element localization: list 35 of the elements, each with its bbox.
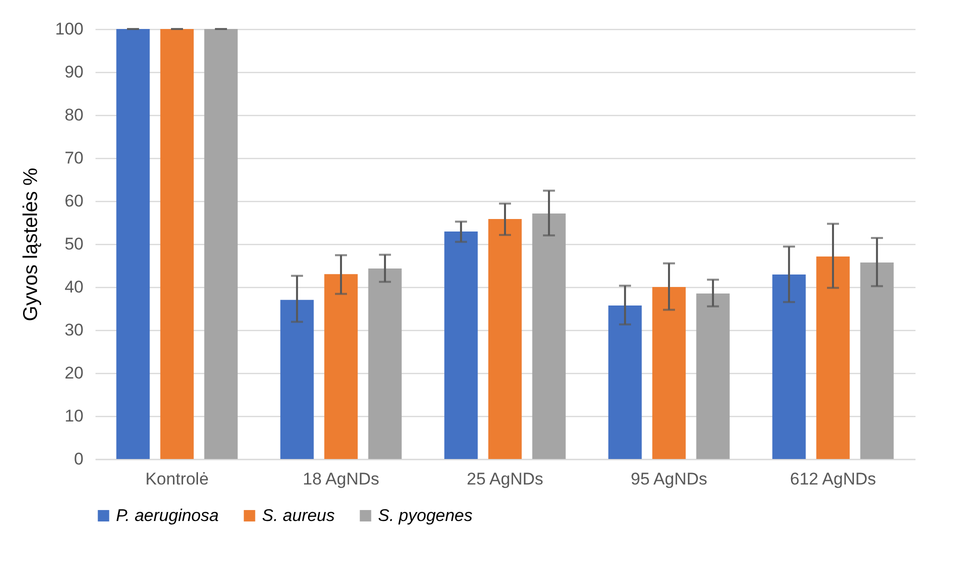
- bar: [324, 274, 358, 459]
- bar: [608, 305, 642, 459]
- x-tick-label: 612 AgNDs: [790, 470, 876, 488]
- bar: [652, 287, 686, 459]
- bar: [772, 274, 806, 459]
- y-tick-label: 80: [64, 106, 84, 124]
- legend-label: S. pyogenes: [378, 506, 474, 525]
- x-tick-label: 18 AgNDs: [302, 470, 380, 488]
- bar: [696, 293, 730, 459]
- bar: [160, 29, 194, 459]
- bar: [204, 29, 238, 459]
- y-axis-title: Gyvos ląstelės %: [20, 168, 42, 322]
- y-tick-label: 0: [74, 450, 84, 468]
- bar: [116, 29, 150, 459]
- x-tick-label: 95 AgNDs: [630, 470, 708, 488]
- bar: [488, 219, 522, 459]
- legend-label: P. aeruginosa: [116, 506, 219, 525]
- bar: [280, 300, 314, 459]
- y-tick-label: 30: [64, 320, 84, 340]
- x-tick-label: 25 AgNDs: [466, 470, 544, 488]
- y-tick-label: 70: [64, 148, 84, 168]
- legend-label: S. aureus: [262, 506, 336, 525]
- y-tick-label: 50: [64, 234, 84, 254]
- bar: [368, 268, 402, 459]
- y-tick-label: 10: [64, 406, 84, 426]
- y-tick-label: 90: [64, 62, 84, 82]
- y-tick-label: 20: [64, 364, 84, 382]
- y-tick-label: 60: [64, 192, 84, 210]
- bar: [860, 262, 894, 459]
- x-tick-label: Kontrolė: [145, 470, 209, 488]
- bar: [816, 256, 850, 459]
- y-tick-label: 100: [55, 20, 84, 38]
- y-tick-label: 40: [64, 278, 84, 296]
- bar: [444, 232, 478, 459]
- bar: [532, 213, 566, 459]
